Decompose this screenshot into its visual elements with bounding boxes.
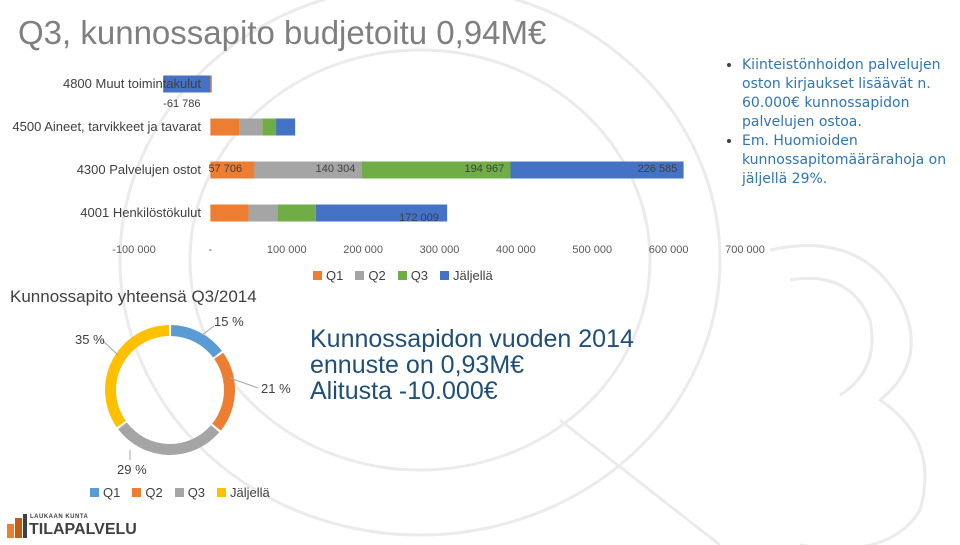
leader-line xyxy=(229,377,259,389)
legend-item-jaljella: Jäljellä xyxy=(217,485,270,500)
bar-segment xyxy=(254,161,362,179)
donut-label-q2: 21 % xyxy=(261,381,291,396)
donut-slice xyxy=(118,422,220,455)
logo-main-text: TILAPALVELU xyxy=(29,521,137,538)
donut-slice xyxy=(170,325,222,358)
donut-slice xyxy=(212,352,235,431)
bar-segment xyxy=(163,75,211,93)
bar-data-label: 194 967 xyxy=(464,163,505,175)
x-tick-label: 600 000 xyxy=(648,244,689,256)
legend-label: Q1 xyxy=(103,485,121,500)
notes-bullets: Kiinteistönhoidon palvelujen oston kirja… xyxy=(722,56,952,189)
legend-label: Q2 xyxy=(145,485,163,500)
bar-segment xyxy=(210,118,240,136)
logo-top-text: LAUKAAN KUNTA xyxy=(30,514,89,520)
page-title: Q3, kunnossapito budjetoitu 0,94M€ xyxy=(18,14,547,51)
x-tick-label: 200 000 xyxy=(343,244,384,256)
forecast-line: ennuste on 0,93M€ xyxy=(310,351,525,379)
legend-label: Q1 xyxy=(326,268,344,283)
bar-data-label: -61 786 xyxy=(163,98,201,110)
legend-item-q3: Q3 xyxy=(397,268,429,283)
donut-legend: Q1 Q2 Q3 Jäljellä xyxy=(90,485,276,500)
legend-swatch-q1 xyxy=(313,271,322,280)
x-tick-label: 500 000 xyxy=(572,244,613,256)
legend-swatch-q2 xyxy=(355,271,365,280)
forecast-line: Alitusta -10.000€ xyxy=(310,377,498,405)
donut-label-q1: 15 % xyxy=(214,314,244,329)
donut-slice xyxy=(104,325,170,428)
leader-line xyxy=(201,325,215,336)
legend-item-q3: Q3 xyxy=(174,485,206,500)
x-tick-label: -100 000 xyxy=(112,244,156,256)
legend-label: Q2 xyxy=(368,268,386,283)
legend-label: Q3 xyxy=(187,485,206,500)
stacked-bar-chart xyxy=(163,75,684,222)
donut-chart xyxy=(101,325,259,460)
legend-swatch-q1 xyxy=(90,488,99,497)
bar-data-label: 226 585 xyxy=(637,163,678,175)
bar-segment xyxy=(510,161,684,179)
legend-label: Jäljellä xyxy=(453,268,493,283)
bar-segment xyxy=(361,161,511,179)
legend-label: Jäljellä xyxy=(230,485,270,500)
legend-swatch-q3 xyxy=(174,488,184,497)
bar-data-label: 140 304 xyxy=(315,163,356,175)
x-tick-label: 100 000 xyxy=(266,244,307,256)
bar-segment xyxy=(239,118,263,136)
legend-item-q1: Q1 xyxy=(90,485,120,500)
forecast-text: Kunnossapidon vuoden 2014 ennuste on 0,9… xyxy=(310,326,634,404)
logo-mark-icon xyxy=(7,514,27,538)
category-label: 4001 Henkilöstökulut xyxy=(80,205,201,220)
bar-segment xyxy=(210,75,212,93)
bar-segment xyxy=(276,118,296,136)
bar-data-label: 172 009 xyxy=(399,212,439,224)
legend-item-q1: Q1 xyxy=(313,268,343,283)
bar-segment xyxy=(210,161,255,179)
legend-swatch-jaljella xyxy=(217,488,227,497)
legend-item-jaljella: Jäljellä xyxy=(440,268,493,283)
bullet-item: Kiinteistönhoidon palvelujen oston kirja… xyxy=(742,56,952,132)
bar-segment xyxy=(248,204,278,222)
bar-segment xyxy=(262,118,277,136)
legend-item-q2: Q2 xyxy=(132,485,163,500)
x-tick-label: 700 000 xyxy=(725,244,765,256)
x-tick-label: 300 000 xyxy=(419,244,460,256)
bullet-item: Em. Huomioiden kunnossapitomäärärahoja o… xyxy=(742,132,952,189)
forecast-line: Kunnossapidon vuoden 2014 xyxy=(310,325,634,353)
legend-label: Q3 xyxy=(410,268,429,283)
tilapalvelu-logo: LAUKAAN KUNTA TILAPALVELU xyxy=(6,512,137,540)
legend-item-q2: Q2 xyxy=(355,268,386,283)
bar-segment xyxy=(277,204,316,222)
legend-swatch-jaljella xyxy=(440,271,450,280)
x-tick-label: 400 000 xyxy=(495,244,536,256)
legend-swatch-q2 xyxy=(132,488,142,497)
donut-label-jaljella: 35 % xyxy=(75,332,105,347)
bar-segment xyxy=(315,204,448,222)
x-tick-label: - xyxy=(208,244,213,256)
bar-legend: Q1 Q2 Q3 Jäljellä xyxy=(313,268,499,283)
category-label: 4300 Palvelujen ostot xyxy=(76,162,201,177)
bar-data-label: 57 706 xyxy=(208,163,243,175)
donut-title: Kunnossapito yhteensä Q3/2014 xyxy=(10,287,257,306)
bar-segment xyxy=(210,204,249,222)
leader-line xyxy=(101,339,119,356)
donut-label-q3: 29 % xyxy=(117,462,147,477)
legend-swatch-q3 xyxy=(397,271,407,280)
category-label: 4500 Aineet, tarvikkeet ja tavarat xyxy=(12,119,201,134)
category-label: 4800 Muut toimintakulut xyxy=(62,76,201,91)
